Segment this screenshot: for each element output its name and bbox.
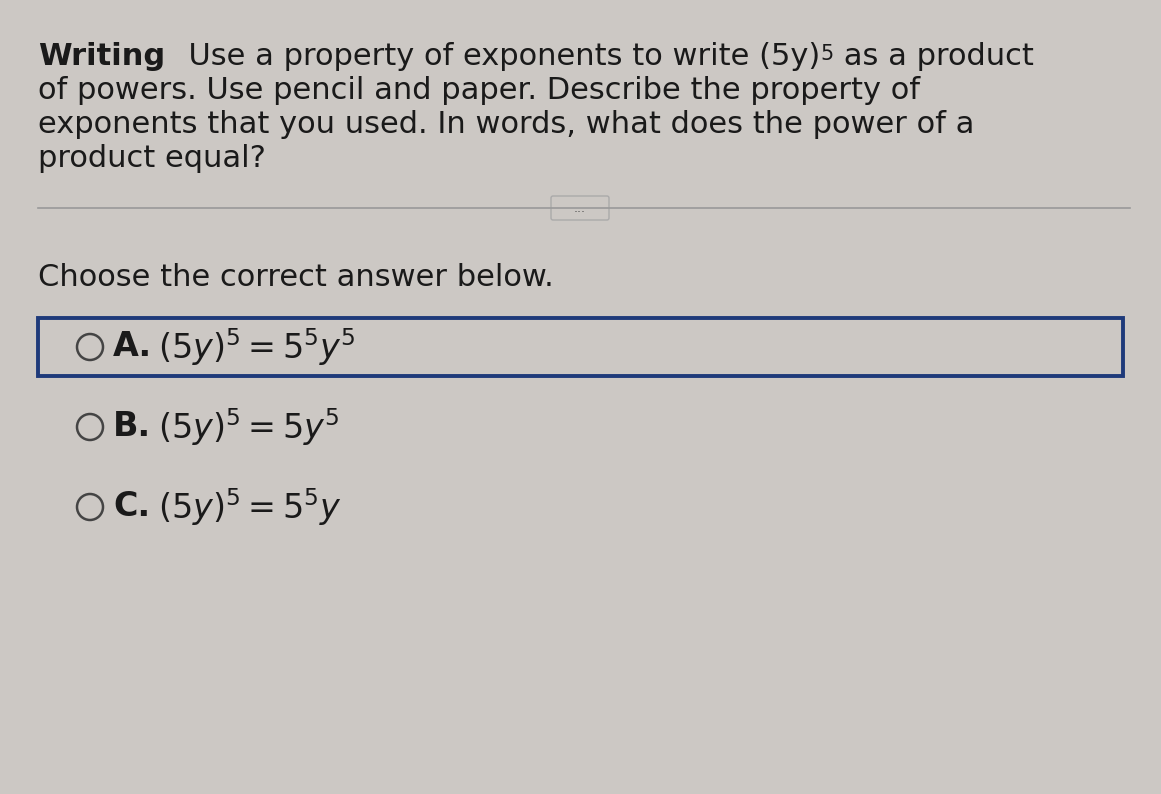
Text: $(5y)^{5}=5^{5}y$: $(5y)^{5}=5^{5}y$ [158,486,341,528]
Text: C.: C. [113,491,150,523]
Text: $(5y)^{5}=5y^{5}$: $(5y)^{5}=5y^{5}$ [158,406,339,448]
FancyBboxPatch shape [38,318,1123,376]
FancyBboxPatch shape [551,196,610,220]
Text: $(5y)^{5}=5^{5}y^{5}$: $(5y)^{5}=5^{5}y^{5}$ [158,326,355,368]
Text: A.: A. [113,330,152,364]
Text: as a product: as a product [834,42,1033,71]
Text: of powers. Use pencil and paper. Describe the property of: of powers. Use pencil and paper. Describ… [38,76,920,105]
Text: Writing: Writing [38,42,165,71]
Text: 5: 5 [821,44,834,64]
Text: exponents that you used. In words, what does the power of a: exponents that you used. In words, what … [38,110,974,139]
Text: B.: B. [113,410,151,444]
Text: Use a property of exponents to write (5y): Use a property of exponents to write (5y… [170,42,821,71]
Text: product equal?: product equal? [38,144,266,173]
Text: ...: ... [574,202,586,214]
Text: Choose the correct answer below.: Choose the correct answer below. [38,263,554,292]
